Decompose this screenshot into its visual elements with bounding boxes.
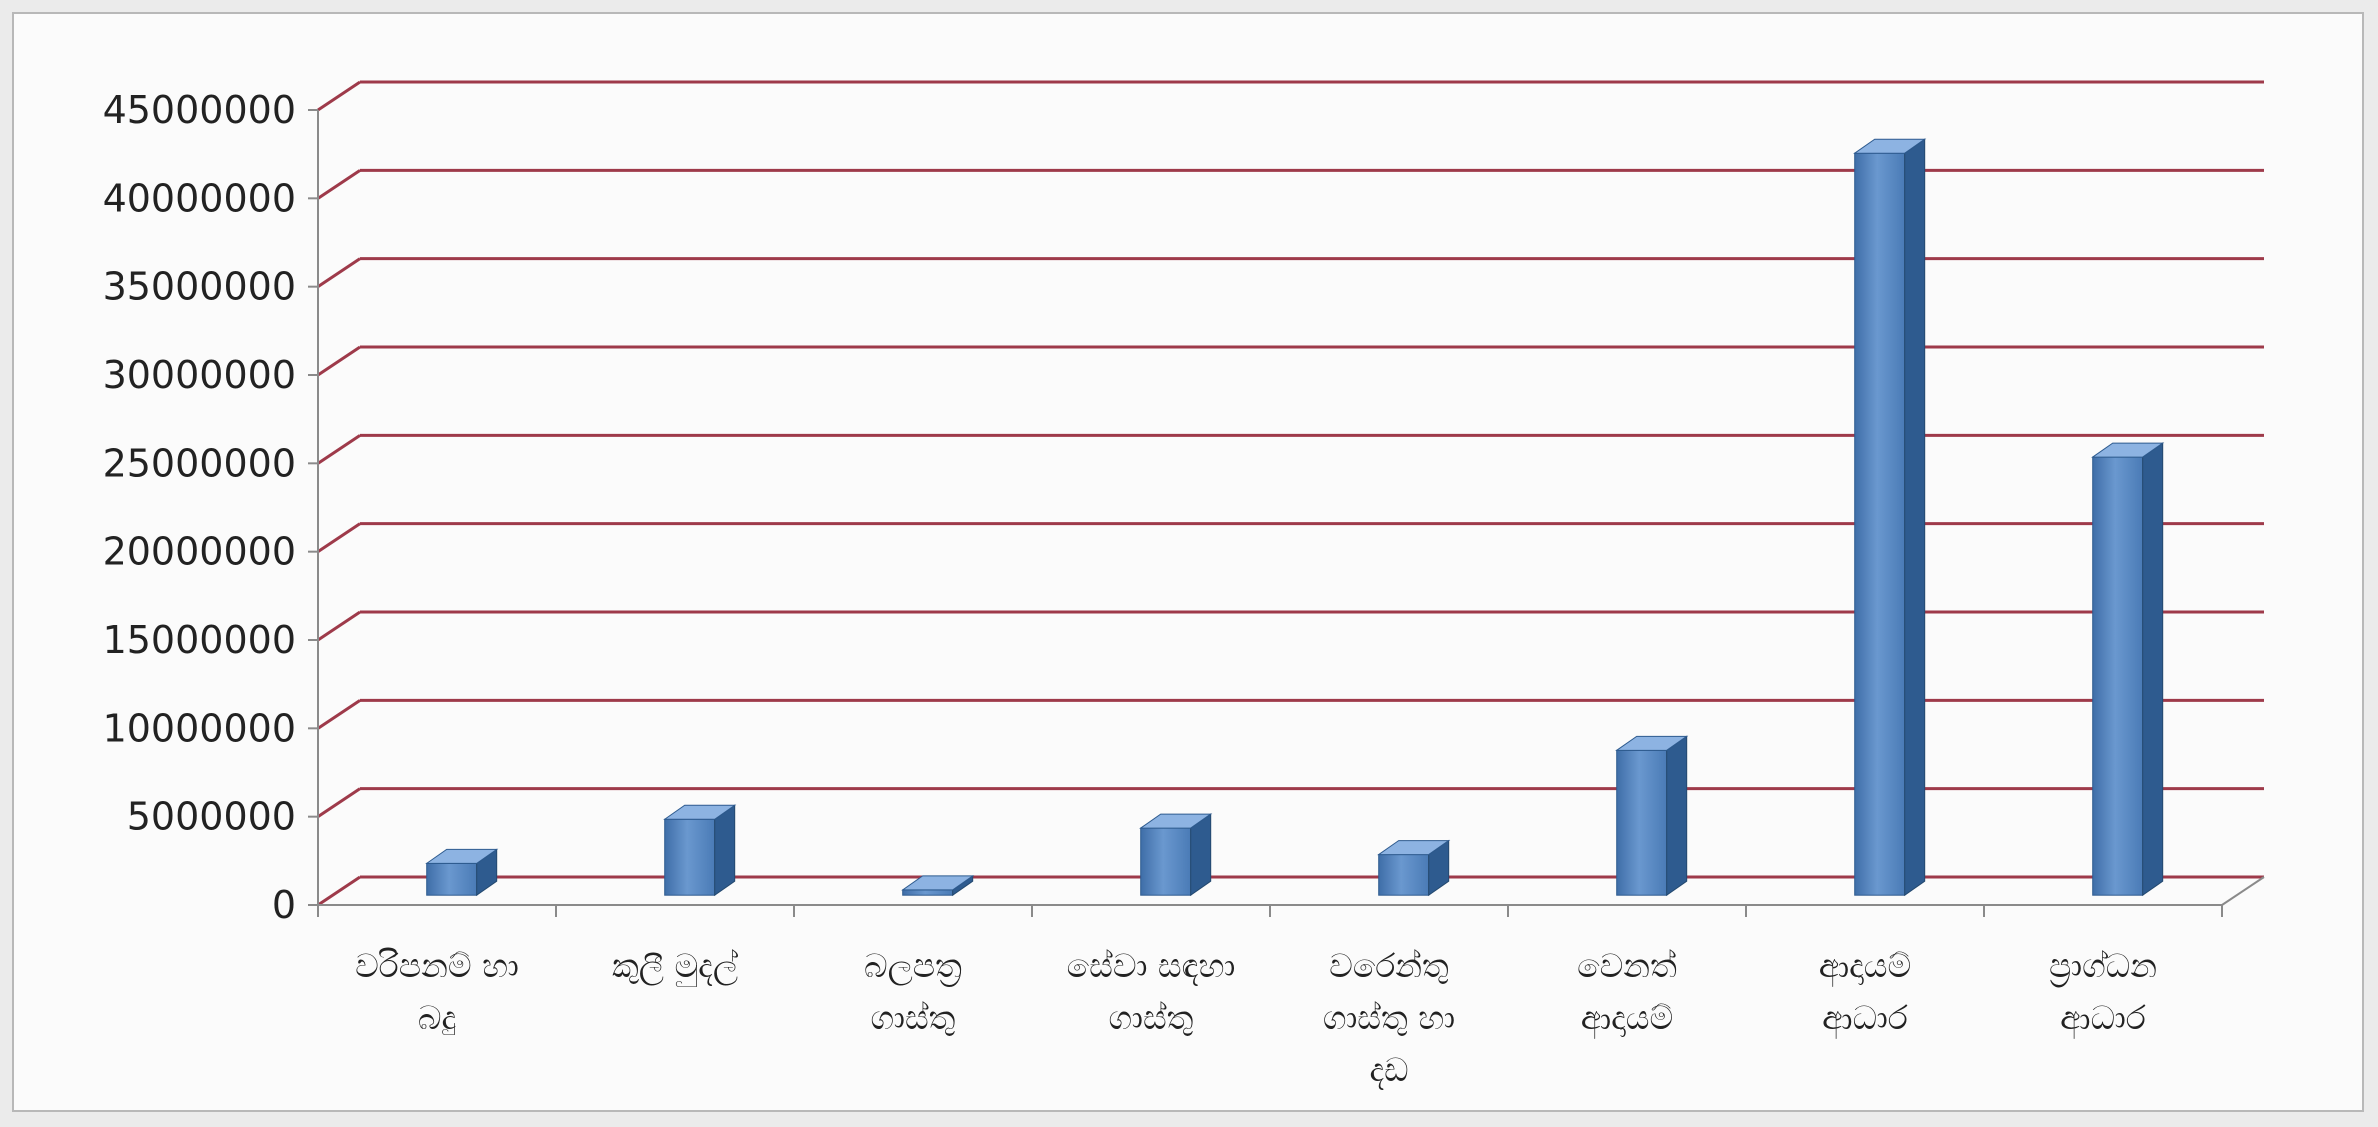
floor-edge xyxy=(2221,876,2265,906)
axes xyxy=(308,109,2265,917)
y-tick-label: 20000000 xyxy=(103,530,296,574)
x-tick-label: වරිපනම් හා xyxy=(355,946,519,985)
bar-top xyxy=(1139,813,1213,829)
bar-top xyxy=(663,804,737,820)
x-tick-label: සේවා සඳහා xyxy=(1067,946,1236,986)
bar-top xyxy=(1615,735,1689,751)
gridline-side xyxy=(317,169,361,200)
x-tick-label: කුලී මුදල් xyxy=(612,946,738,987)
bar-front xyxy=(1854,152,1906,896)
gridline-side xyxy=(317,80,361,112)
bar-front xyxy=(426,862,478,896)
x-tick-label: ගාස්තු xyxy=(1109,998,1194,1037)
gridline-side xyxy=(317,434,361,465)
bar xyxy=(1853,138,1927,897)
bar-front xyxy=(902,889,954,896)
bar-front xyxy=(1140,827,1192,896)
x-tick-label: වරෙන්තු xyxy=(1329,946,1449,985)
y-tick-label: 45000000 xyxy=(103,88,296,132)
y-tick-label: 40000000 xyxy=(103,176,296,220)
bar-top xyxy=(1377,840,1451,856)
y-tick-labels: 0 5000000 10000000 15000000 20000000 25000000… xyxy=(103,88,296,927)
x-tick-label: ආධාර xyxy=(2060,998,2146,1040)
bar xyxy=(425,848,499,897)
bar-side xyxy=(1666,735,1688,897)
gridline-side xyxy=(317,699,361,730)
y-tick-label: 10000000 xyxy=(103,706,296,750)
bar-front xyxy=(664,818,716,896)
gridline-side xyxy=(317,610,361,642)
y-tick-label: 25000000 xyxy=(103,441,296,485)
bar xyxy=(663,804,737,897)
bar-front xyxy=(1378,854,1430,896)
x-tick-label: ගාස්තු xyxy=(871,998,956,1037)
x-tick-labels: වරිපනම් හා බදු කුලී මුදල් බලපත්‍ර ගාස්තු සේවා… xyxy=(355,946,2157,1090)
x-tick-label: බදු xyxy=(418,998,456,1037)
gridline-side xyxy=(317,522,361,553)
y-tick-label: 30000000 xyxy=(103,353,296,397)
y-tick-label: 15000000 xyxy=(103,618,296,662)
y-tick-label: 35000000 xyxy=(103,265,296,309)
bar-front xyxy=(1616,749,1668,896)
bar-top xyxy=(425,848,499,864)
gridline-side xyxy=(317,345,361,377)
x-tick-label: ආදායම් xyxy=(1819,946,1912,988)
x-tick-label: දඩ xyxy=(1369,1050,1408,1090)
x-tick-label: ගාස්තු හා xyxy=(1323,998,1455,1037)
y-tick-label: 5000000 xyxy=(127,795,296,839)
bar-side xyxy=(1904,138,1926,897)
bar xyxy=(1377,839,1451,897)
gridline-side xyxy=(317,787,361,818)
x-tick-label: වෙනත් xyxy=(1577,946,1677,985)
y-tick-label: 0 xyxy=(272,883,296,927)
bar-side xyxy=(714,804,736,897)
x-tick-label: ආදායම් xyxy=(1581,998,1674,1040)
gridline-side xyxy=(317,875,361,907)
x-tick-label: බලපත්‍ර xyxy=(864,946,962,987)
bar-top xyxy=(2091,442,2165,458)
bar xyxy=(1615,735,1689,897)
x-tick-label: ආධාර xyxy=(1822,998,1908,1040)
bars xyxy=(425,138,2165,897)
bar xyxy=(2091,442,2165,897)
bar-top xyxy=(901,875,975,891)
gridline-side xyxy=(317,257,361,288)
bar xyxy=(1139,813,1213,897)
x-tick-label: ප්‍රාග්ධන xyxy=(2049,946,2157,987)
chart-frame xyxy=(12,12,2364,1112)
bar-front xyxy=(2092,456,2144,896)
bar xyxy=(901,874,975,897)
gridlines xyxy=(317,80,2264,907)
bar-top xyxy=(1853,138,1927,154)
bar-side xyxy=(2142,442,2164,897)
